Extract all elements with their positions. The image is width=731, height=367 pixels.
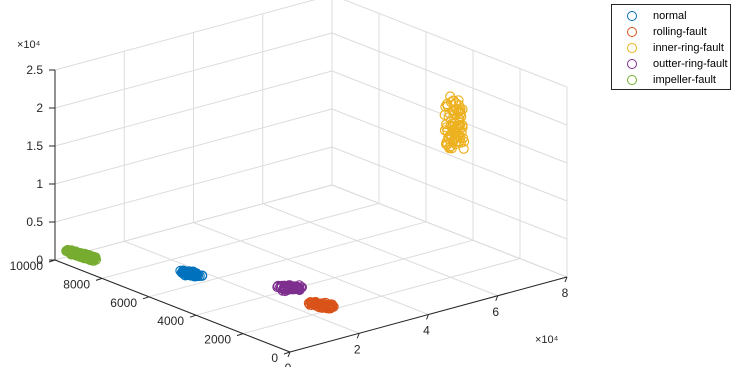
z-tick-label: 1.5 [26,139,43,153]
x-tick-label: 0 [285,361,292,367]
legend-item: impeller-fault [612,72,730,88]
data-point [458,143,469,154]
grid-line [331,184,568,278]
data-point [453,131,464,142]
data-point [457,122,468,133]
grid-line [331,32,568,126]
x-tick-mark [287,351,291,358]
grid-line [54,108,333,185]
data-point [440,101,451,112]
legend-item: rolling-fault [612,24,730,40]
legend-item: normal [612,8,730,24]
z-tick-label: 1 [36,177,43,191]
grid-line [54,0,316,71]
y-tick-mark [189,314,197,318]
points-layer [61,91,470,314]
legend-marker [627,59,637,69]
data-point [197,270,208,281]
legend-label: normal [653,10,687,22]
data-point [177,266,188,277]
series-impeller-fault [61,244,102,266]
legend-marker [627,11,637,21]
grid-line [331,70,568,164]
legend-label: impeller-fault [653,74,716,86]
x-tick-label: 8 [562,286,569,300]
data-point [446,143,457,154]
y-tick-mark [142,296,150,300]
data-point [287,284,298,295]
y-tick-mark [283,351,291,355]
grid-line [54,184,333,261]
data-point [455,137,466,148]
data-point [187,270,198,281]
data-point [286,282,297,293]
z-exponent-label: ×10⁴ [17,39,41,51]
grid-line [124,240,360,334]
legend-label: inner-ring-fault [653,42,724,54]
z-tick-label: 2 [36,101,43,115]
legend: normal rolling-fault inner-ring-fault outte… [611,4,731,90]
axes-layer [48,69,568,358]
series-normal [175,265,208,282]
data-point [447,120,458,132]
data-point [450,97,461,109]
data-point [445,130,456,141]
data-point [66,249,77,260]
y-tick-label: 6000 [110,296,137,310]
x-tick-mark [564,276,568,283]
y-tick-label: 10000 [10,259,44,273]
legend-label: rolling-fault [653,26,707,38]
y-tick-label: 8000 [63,277,90,291]
grid-line [331,108,568,202]
data-point [320,297,331,308]
x-exponent-label: ×10⁴ [535,334,559,346]
z-tick-label: 2.5 [26,63,43,77]
x-tick-label: 4 [423,324,430,338]
labels-layer: 02468020004000600080001000000.511.522.5×… [10,39,569,367]
x-tick-mark [356,333,360,339]
y-tick-mark [95,277,103,281]
grid-line [54,146,333,223]
x-tick-mark [426,314,429,320]
data-point [441,119,452,130]
grid-line [343,0,568,88]
data-point [445,91,456,102]
legend-item: outter-ring-fault [612,56,730,72]
grid-line [242,258,521,335]
grid-line [101,202,380,279]
grid-line [331,146,568,240]
grid-line [148,221,427,298]
y-axis-line [54,259,291,353]
x-tick-label: 6 [492,305,499,319]
data-point [315,298,326,309]
legend-item: inner-ring-fault [612,40,730,56]
data-point [309,299,320,310]
legend-label: outter-ring-fault [653,58,728,70]
y-tick-mark [236,333,244,337]
series-inner-ring-fault [439,91,470,154]
x-tick-label: 2 [354,342,361,356]
grid-line [262,203,498,297]
y-tick-label: 2000 [204,333,231,347]
z-tick-label: 0 [36,253,43,267]
series-rolling-fault [303,296,339,314]
data-point [449,108,460,119]
series-outter-ring-fault [272,280,307,297]
legend-marker [627,27,637,37]
data-point [185,268,196,280]
grid-line [195,239,474,316]
y-tick-label: 4000 [157,314,184,328]
data-point [280,285,291,297]
grid-line [54,70,333,147]
x-tick-mark [495,295,499,301]
grid-line [193,222,429,315]
legend-marker [627,75,637,85]
z-tick-label: 0.5 [26,215,43,229]
y-tick-label: 0 [271,351,278,365]
legend-marker [627,43,637,53]
grid-line [54,32,333,109]
data-point [454,136,465,147]
